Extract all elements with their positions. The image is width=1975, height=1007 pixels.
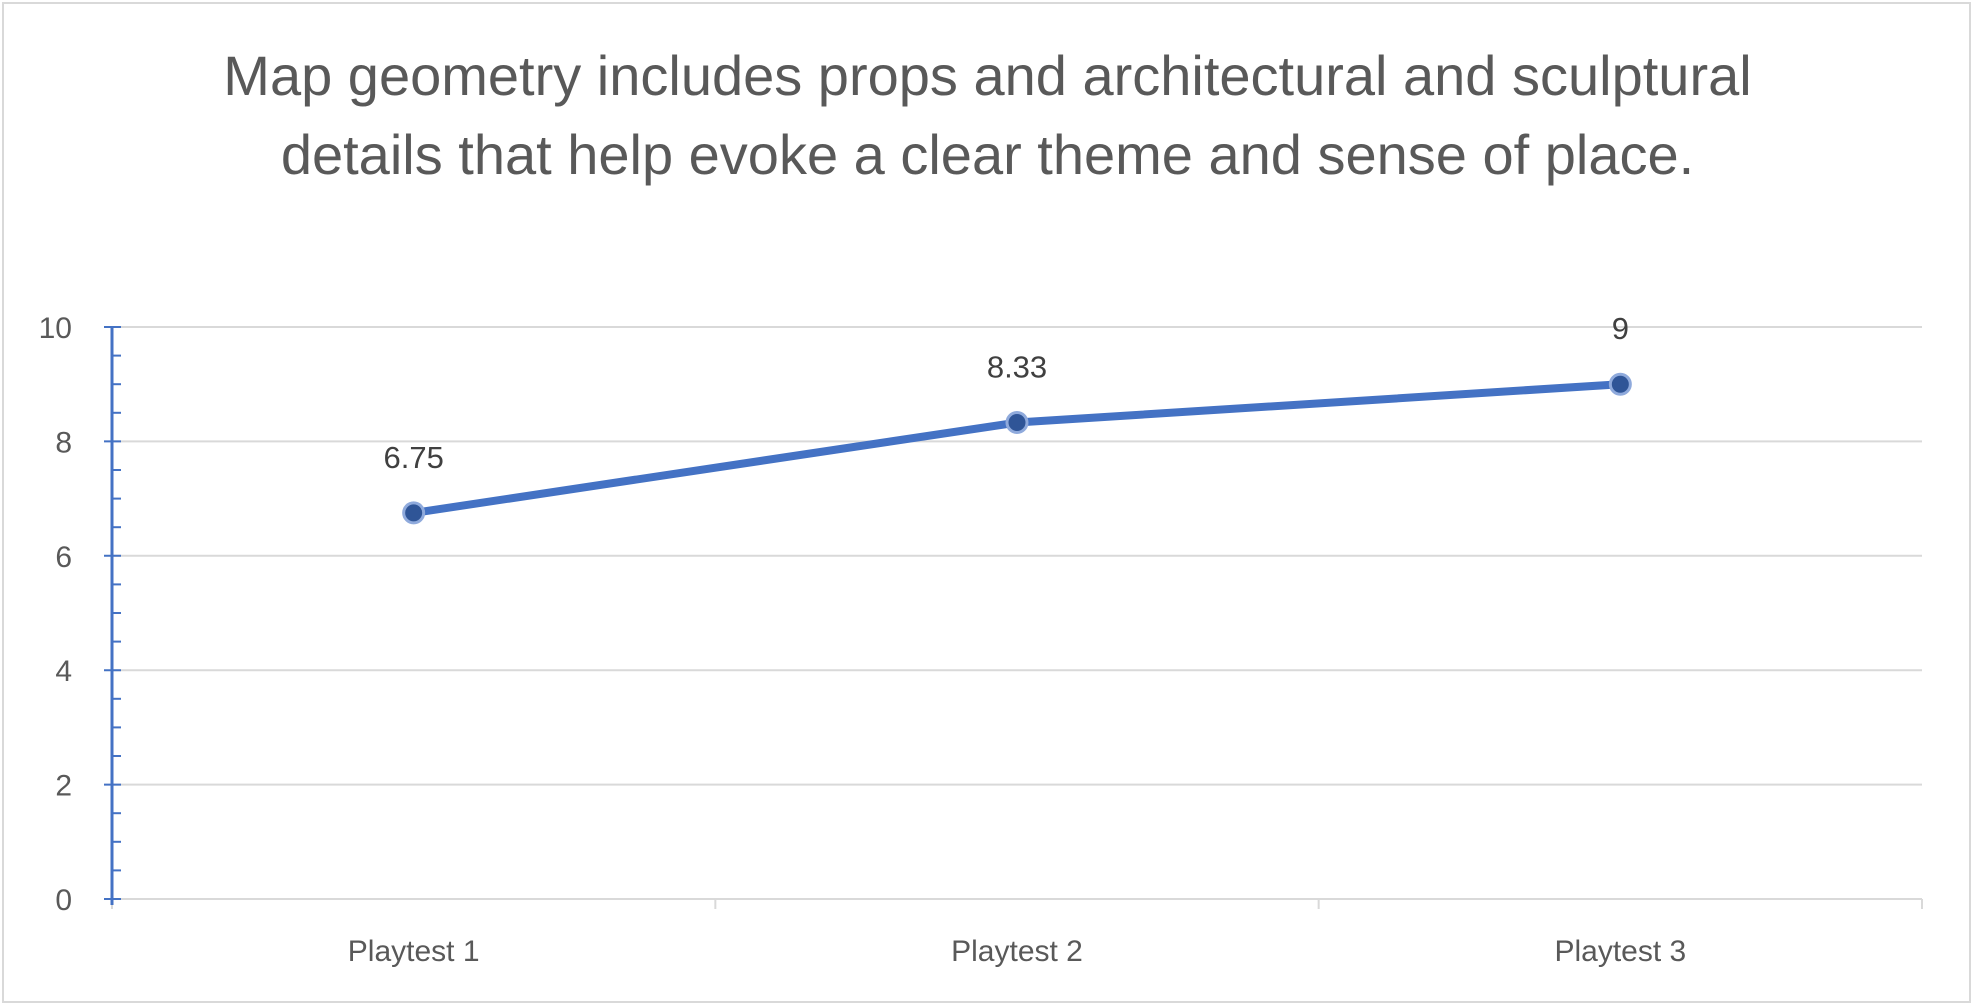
y-tick-label: 8 [55, 426, 72, 459]
axes [104, 326, 1923, 909]
series [402, 372, 1632, 525]
data-point [1005, 411, 1029, 435]
gridlines [112, 326, 1922, 786]
x-tick-label: Playtest 1 [348, 935, 480, 968]
data-label: 6.75 [383, 440, 443, 475]
y-axis-tick-labels: 0 2 4 6 8 10 [39, 312, 72, 917]
chart-title: Map geometry includes props and architec… [223, 44, 1752, 186]
data-labels: 6.75 8.33 9 [383, 311, 1628, 475]
y-tick-label: 4 [55, 655, 72, 688]
data-label: 9 [1612, 311, 1629, 346]
data-point [402, 501, 426, 525]
y-tick-label: 0 [55, 884, 72, 917]
series-line [409, 380, 1625, 517]
x-tick-label: Playtest 2 [951, 935, 1083, 968]
y-tick-label: 2 [55, 770, 72, 803]
y-tick-label: 10 [39, 312, 72, 345]
data-point [1608, 372, 1632, 396]
x-axis-tick-labels: Playtest 1 Playtest 2 Playtest 3 [348, 935, 1686, 968]
x-tick-label: Playtest 3 [1554, 935, 1686, 968]
y-tick-label: 6 [55, 541, 72, 574]
data-label: 8.33 [987, 350, 1047, 385]
